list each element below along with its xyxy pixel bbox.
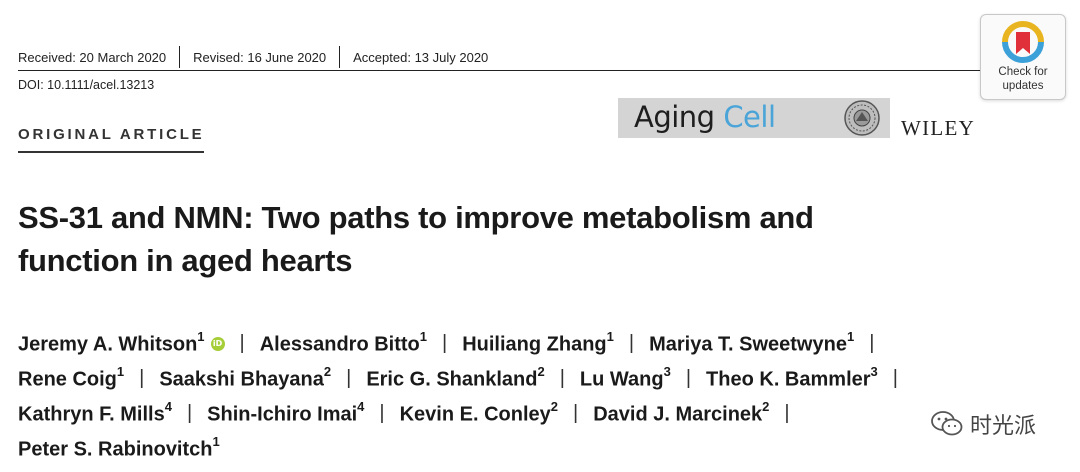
author-name[interactable]: Peter S. Rabinovitch1	[18, 433, 220, 461]
author-separator: |	[628, 332, 635, 354]
received-date: Received: 20 March 2020	[18, 49, 167, 65]
author-line: Rene Coig1 | Saakshi Bhayana2 | Eric G. …	[18, 361, 1018, 396]
author-line: Kathryn F. Mills4 | Shin-Ichiro Imai4 | …	[18, 396, 1018, 431]
author-separator: |	[379, 402, 385, 424]
author-name[interactable]: Kathryn F. Mills4	[18, 398, 172, 426]
society-seal-icon	[844, 100, 880, 136]
author-line: Jeremy A. Whitson1 iD | Alessandro Bitto…	[18, 326, 1018, 361]
title-line1: SS-31 and NMN: Two paths to improve meta…	[18, 200, 814, 235]
article-dates: Received: 20 March 2020 Revised: 16 June…	[18, 46, 488, 68]
author-separator: |	[573, 402, 579, 424]
author-separator: |	[186, 402, 193, 424]
author-name[interactable]: Shin-Ichiro Imai4	[207, 398, 365, 426]
author-separator: |	[442, 332, 448, 354]
author-name[interactable]: Lu Wang3	[579, 363, 671, 391]
check-label-line1: Check for	[998, 66, 1048, 78]
accepted-date: Accepted: 13 July 2020	[353, 49, 489, 65]
author-separator: |	[784, 402, 790, 424]
author-name[interactable]: Alessandro Bitto1	[259, 328, 427, 356]
author-separator: |	[239, 332, 245, 354]
author-name[interactable]: Theo K. Bammler3	[706, 363, 878, 391]
divider	[339, 46, 341, 68]
author-name[interactable]: David J. Marcinek2	[593, 398, 770, 426]
watermark-text: 时光派	[970, 414, 1037, 439]
header-rule	[18, 70, 980, 71]
article-title: SS-31 and NMN: Two paths to improve meta…	[18, 196, 918, 282]
article-type-label: ORIGINAL ARTICLE	[18, 126, 205, 153]
journal-logo: Aging Cell	[618, 98, 890, 138]
watermark: 时光派	[930, 408, 1036, 440]
doi-text: DOI: 10.1111/acel.13213	[18, 78, 155, 92]
author-name[interactable]: Rene Coig1	[18, 363, 125, 391]
author-separator: |	[892, 367, 898, 389]
journal-name: Aging Cell	[634, 100, 776, 134]
check-label-line2: updates	[1002, 80, 1044, 92]
journal-name-part1: Aging	[634, 100, 724, 134]
author-name[interactable]: Huiliang Zhang1	[462, 328, 614, 356]
author-name[interactable]: Kevin E. Conley2	[399, 398, 558, 426]
wechat-icon	[931, 411, 963, 436]
revised-date: Revised: 16 June 2020	[193, 49, 327, 65]
author-name[interactable]: Mariya T. Sweetwyne1	[649, 328, 855, 356]
author-line: Peter S. Rabinovitch1	[18, 431, 1018, 466]
check-for-updates-button[interactable]: Check for updates	[980, 14, 1066, 100]
author-separator: |	[559, 367, 565, 389]
publisher-logo: WILEY	[901, 116, 976, 140]
author-separator: |	[139, 367, 145, 389]
author-name[interactable]: Eric G. Shankland2	[366, 363, 545, 391]
divider	[179, 46, 181, 68]
author-list: Jeremy A. Whitson1 iD | Alessandro Bitto…	[18, 326, 1018, 466]
author-name[interactable]: Saakshi Bhayana2	[159, 363, 332, 391]
journal-name-part2: Cell	[723, 100, 776, 134]
title-line2: function in aged hearts	[18, 243, 353, 278]
orcid-icon[interactable]: iD	[210, 336, 225, 351]
author-separator: |	[869, 332, 875, 354]
author-separator: |	[346, 367, 352, 389]
crossmark-icon	[1002, 21, 1044, 63]
author-name[interactable]: Jeremy A. Whitson1	[18, 328, 205, 356]
author-separator: |	[685, 367, 692, 389]
